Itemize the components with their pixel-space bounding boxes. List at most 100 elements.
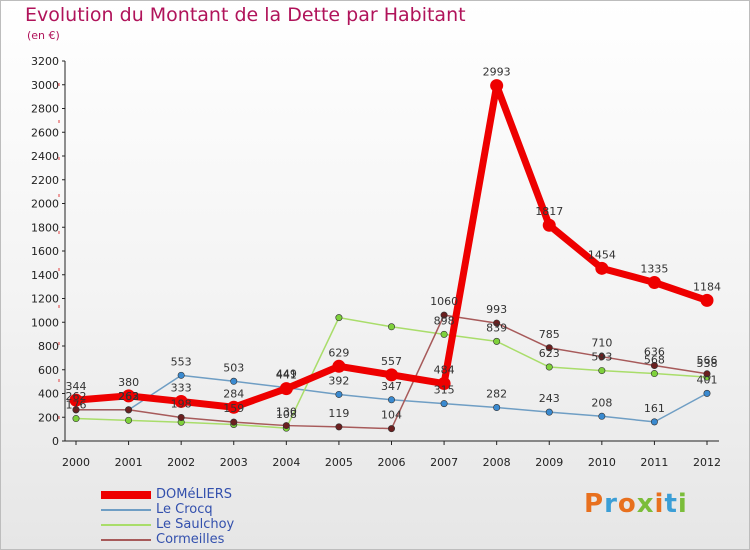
data-label: 282	[486, 388, 507, 401]
series-point-3	[332, 359, 346, 373]
brand-letter: t	[664, 489, 678, 519]
series-point-3	[700, 293, 714, 307]
data-label: 785	[539, 328, 560, 341]
y-tick-label: 200	[38, 411, 59, 424]
legend-item: Le Saulchoy	[101, 517, 234, 532]
series-point-1	[440, 330, 448, 338]
chart-subtitle: (en €)	[27, 29, 60, 42]
data-label: 566	[697, 354, 718, 367]
data-label: 629	[328, 346, 349, 359]
y-tick-label: 2600	[31, 126, 59, 139]
data-label: 484	[434, 364, 455, 377]
series-point-2	[650, 361, 658, 369]
data-label: 993	[486, 303, 507, 316]
series-point-1	[335, 314, 343, 322]
series-point-2	[335, 423, 343, 431]
data-label: 263	[118, 390, 139, 403]
x-tick-label: 2008	[483, 456, 511, 469]
series-point-1	[387, 323, 395, 331]
y-tick-label: 3000	[31, 79, 59, 92]
series-point-3	[647, 275, 661, 289]
y-tick-label: 3200	[31, 55, 59, 68]
legend-label: Le Crocq	[156, 502, 213, 517]
y-tick-label: 800	[38, 340, 59, 353]
x-tick-label: 2000	[62, 456, 90, 469]
series-point-3	[122, 389, 136, 403]
x-tick-label: 2010	[588, 456, 616, 469]
data-label: 333	[171, 381, 192, 394]
brand-logo: Proxiti	[584, 489, 688, 519]
data-label: 1454	[588, 248, 616, 261]
y-tick-label: 2800	[31, 103, 59, 116]
legend-swatch	[101, 523, 151, 526]
y-tick-label: 1400	[31, 269, 59, 282]
legend-label: Cormeilles	[156, 532, 225, 547]
data-label: 347	[381, 380, 402, 393]
legend-label: DOMéLIERS	[156, 487, 233, 502]
series-point-0	[650, 418, 658, 426]
series-point-1	[598, 367, 606, 375]
series-point-0	[177, 371, 185, 379]
legend-item: Cormeilles	[101, 532, 234, 547]
y-tick-label: 600	[38, 364, 59, 377]
x-tick-label: 2006	[378, 456, 406, 469]
y-tick-label: 2000	[31, 198, 59, 211]
legend-swatch	[101, 490, 151, 499]
data-label: 553	[171, 355, 192, 368]
brand-letter: x	[636, 489, 655, 519]
y-tick-label: 2400	[31, 150, 59, 163]
series-point-2	[125, 406, 133, 414]
legend-swatch	[101, 538, 151, 541]
series-point-2	[598, 353, 606, 361]
data-label: 503	[223, 361, 244, 374]
series-point-2	[387, 425, 395, 433]
data-label: 636	[644, 345, 665, 358]
data-label: 1817	[535, 205, 563, 218]
legend-swatch	[101, 508, 151, 511]
y-tick-label: 2200	[31, 174, 59, 187]
series-point-1	[72, 415, 80, 423]
series-point-3	[490, 79, 504, 93]
series-point-0	[493, 404, 501, 412]
brand-letter: r	[604, 489, 618, 519]
series-point-2	[545, 344, 553, 352]
y-tick-label: 400	[38, 388, 59, 401]
series-point-1	[545, 363, 553, 371]
data-label: 380	[118, 376, 139, 389]
data-label: 392	[328, 374, 349, 387]
x-tick-label: 2001	[115, 456, 143, 469]
series-point-0	[703, 389, 711, 397]
legend-label: Le Saulchoy	[156, 517, 235, 532]
x-tick-label: 2007	[430, 456, 458, 469]
y-tick-label: 1800	[31, 221, 59, 234]
series-point-1	[650, 370, 658, 378]
series-point-2	[493, 319, 501, 327]
series-point-3	[69, 393, 83, 407]
series-point-0	[335, 390, 343, 398]
data-label: 159	[223, 402, 244, 415]
series-point-2	[177, 413, 185, 421]
y-tick-label: 1000	[31, 316, 59, 329]
x-tick-label: 2003	[220, 456, 248, 469]
data-label: 401	[697, 373, 718, 386]
data-label: 130	[276, 406, 297, 419]
data-label: 1060	[430, 295, 458, 308]
data-label: 208	[591, 396, 612, 409]
x-tick-label: 2012	[693, 456, 721, 469]
data-label: 449	[276, 368, 297, 381]
x-tick-label: 2011	[640, 456, 668, 469]
data-label: 1335	[640, 262, 668, 275]
data-label: 557	[381, 355, 402, 368]
brand-letter: i	[654, 489, 665, 519]
data-label: 104	[381, 409, 402, 422]
series-point-2	[282, 422, 290, 430]
data-label: 593	[591, 351, 612, 364]
series-point-2	[703, 370, 711, 378]
series-point-3	[542, 218, 556, 232]
data-label: 284	[223, 387, 244, 400]
x-tick-label: 2005	[325, 456, 353, 469]
y-tick-label: 0	[52, 435, 59, 448]
series-point-3	[595, 261, 609, 275]
series-point-0	[545, 408, 553, 416]
